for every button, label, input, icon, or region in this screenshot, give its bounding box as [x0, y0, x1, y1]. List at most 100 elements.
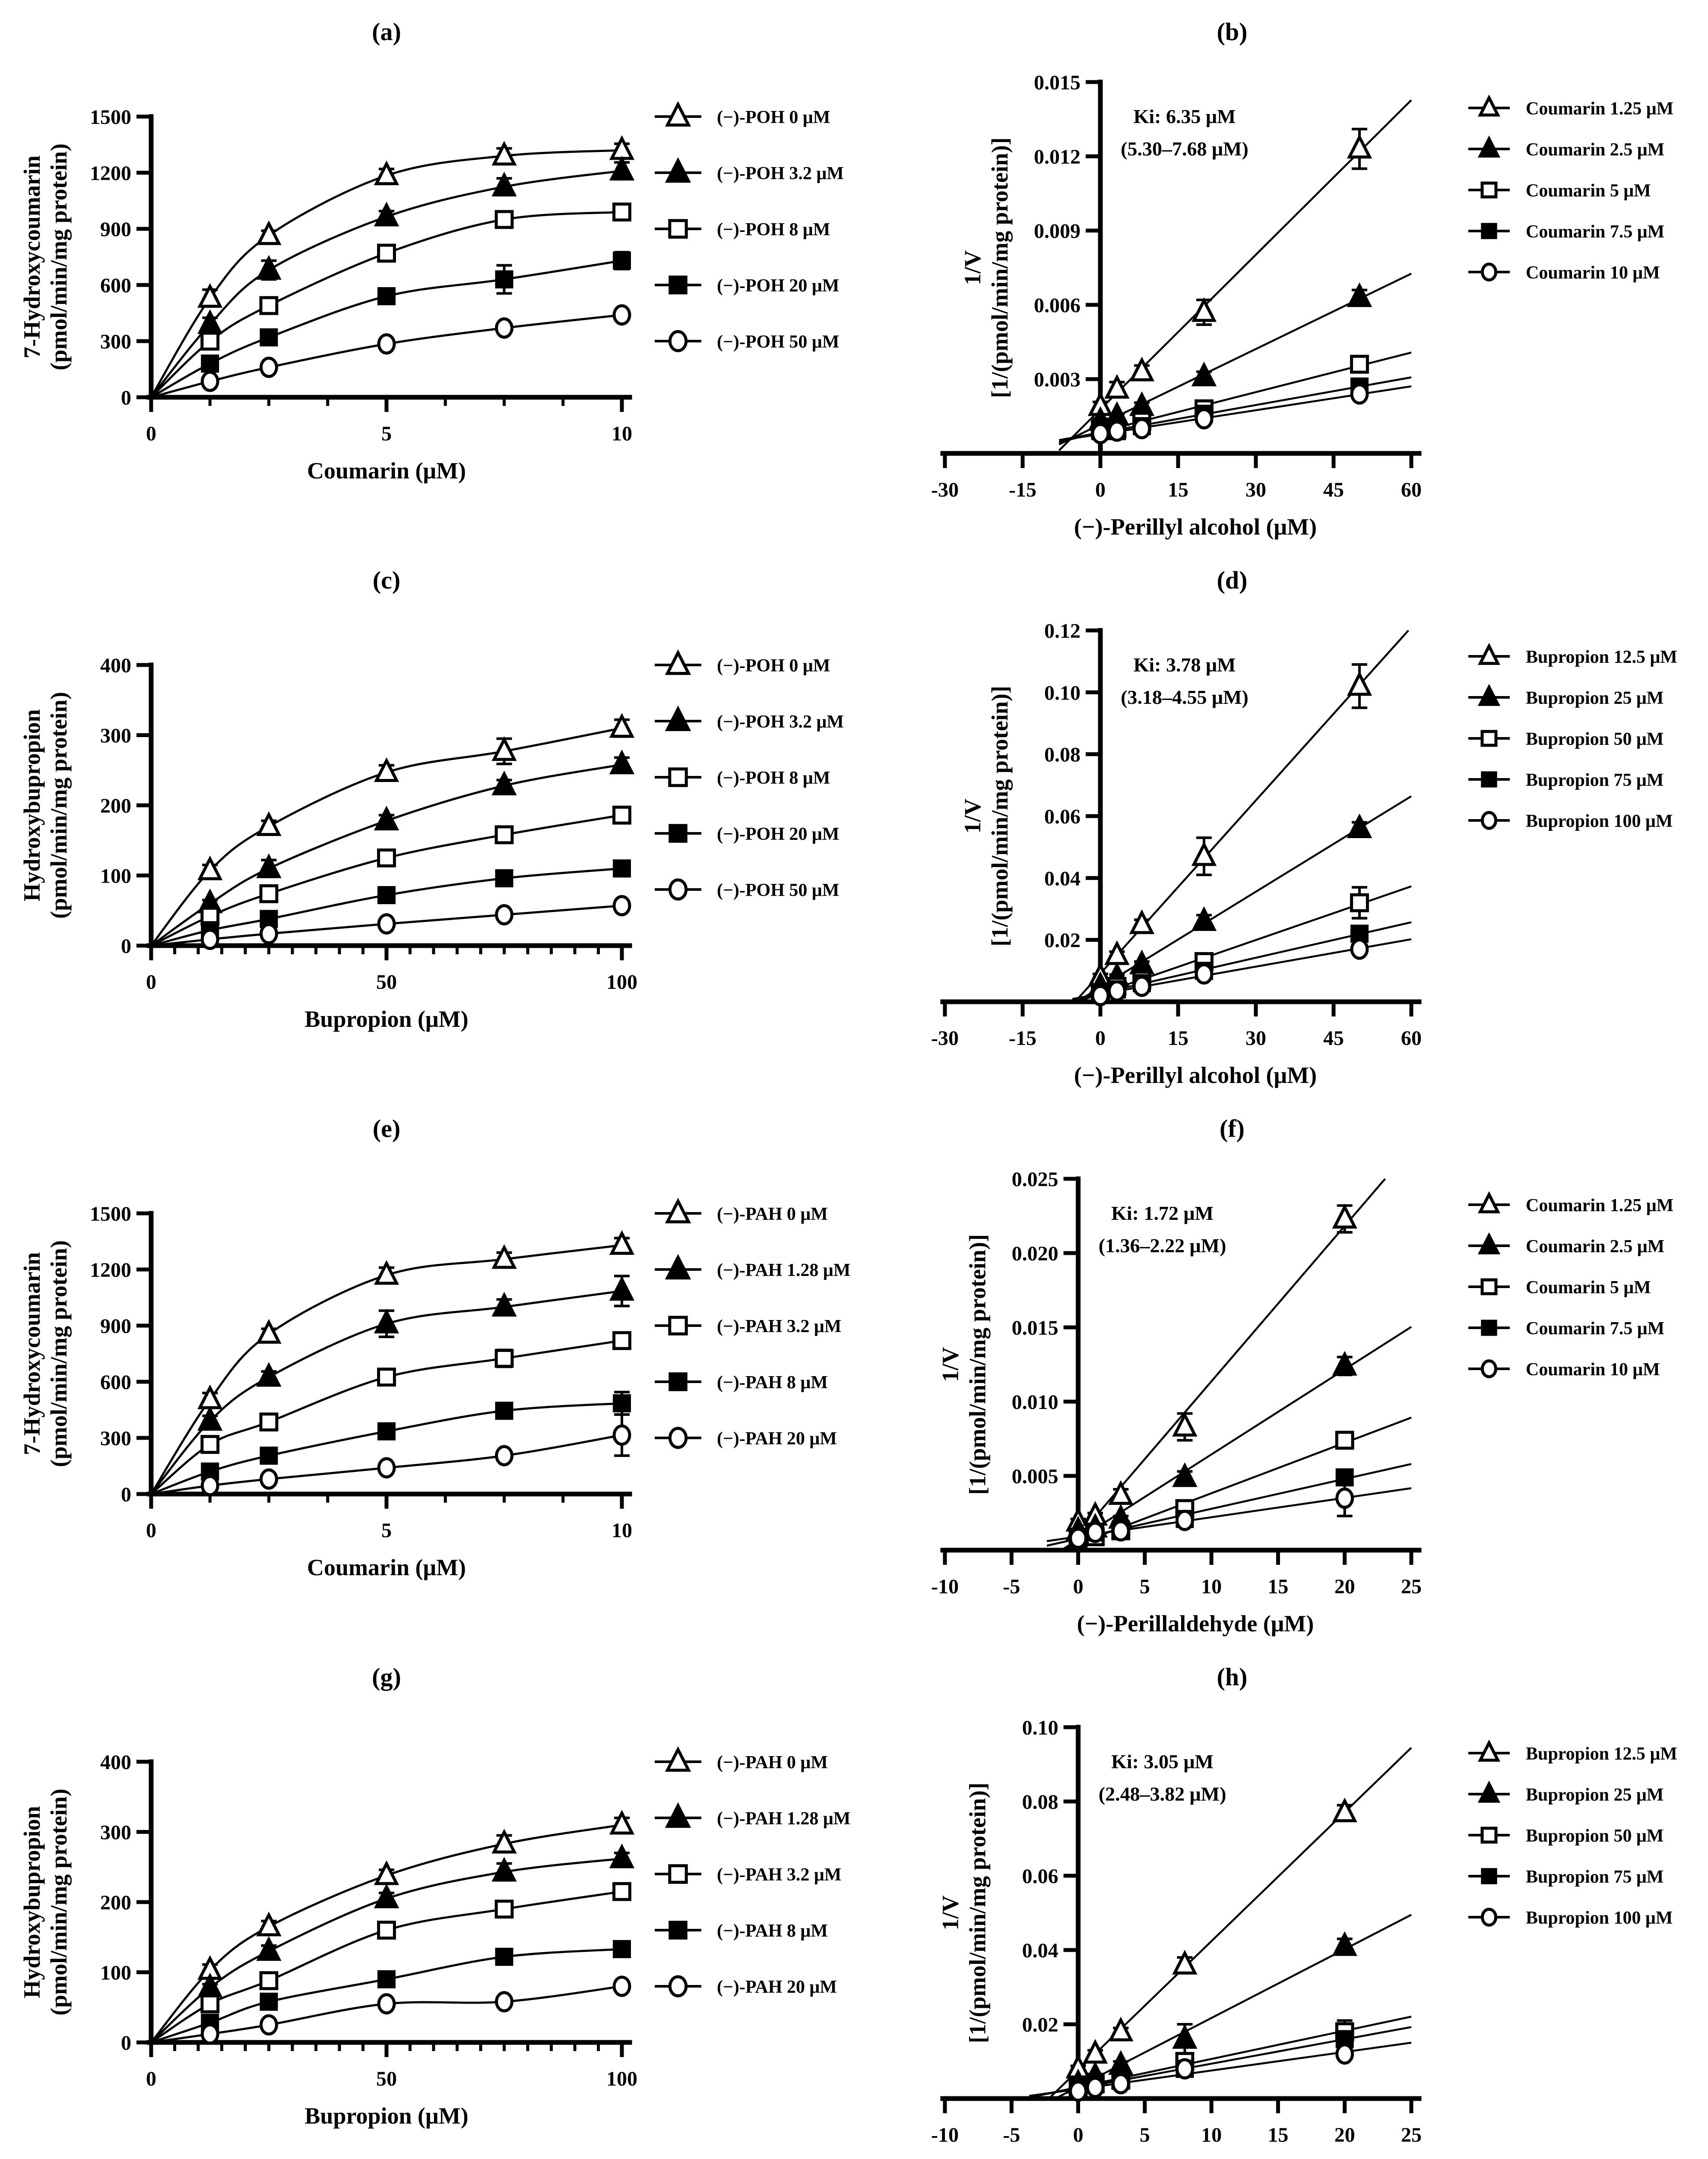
legend-label: (−)-POH 3.2 μM [717, 164, 844, 184]
circle-open-marker-icon [1350, 383, 1369, 405]
legend-item-bupropion-75-m: Bupropion 75 μM [1468, 1867, 1664, 1887]
square-open-marker-icon [200, 332, 220, 351]
svg-text:0: 0 [146, 971, 156, 994]
svg-text:0: 0 [146, 1519, 156, 1542]
axes: 0 100 200 300 400 0 50 100 [100, 654, 637, 994]
axis-labels: (−)-Perillyl alcohol (μM) 1/V [1/(pmol/min… [960, 137, 1317, 540]
square-filled-marker-icon [613, 859, 631, 878]
triangle-filled-marker-icon [197, 1406, 223, 1431]
legend-label: (−)-POH 0 μM [717, 656, 830, 676]
square-filled-marker-icon [260, 1992, 278, 2011]
triangle-filled-marker-icon [1332, 1351, 1357, 1376]
legend-label: (−)-POH 8 μM [717, 220, 830, 240]
legend-label: Coumarin 5 μM [1526, 181, 1651, 201]
triangle-open-marker-icon [256, 220, 282, 245]
svg-text:1/V: 1/V [938, 1347, 963, 1382]
series-poh-0-m [150, 135, 635, 398]
triangle-filled-marker-icon [665, 157, 691, 183]
triangle-open-marker-icon [1191, 841, 1217, 866]
panel-g-plot: 0 100 200 300 400 0 50 100 Bupropion (μM) Hydroxy… [19, 1746, 850, 2129]
svg-text:0.10: 0.10 [1044, 681, 1081, 704]
svg-text:(−)-Perillyl alcohol (μM): (−)-Perillyl alcohol (μM) [1074, 1062, 1317, 1088]
svg-text:0.08: 0.08 [1044, 744, 1081, 766]
svg-text:1/V: 1/V [960, 798, 986, 833]
legend: (−)-POH 0 μM (−)-POH 3.2 μM (−)-POH 8 μM (−… [655, 649, 844, 901]
circle-open-marker-icon [200, 928, 219, 950]
square-open-marker-icon [259, 1412, 279, 1432]
svg-text:400: 400 [100, 654, 131, 677]
svg-text:(pmol/min/mg protein): (pmol/min/mg protein) [46, 1240, 72, 1467]
legend-item-coumarin-10-m: Coumarin 10 μM [1468, 263, 1660, 283]
legend-label: (−)-PAH 1.28 μM [717, 1260, 850, 1280]
legend-item-bupropion-25-m: Bupropion 25 μM [1468, 684, 1664, 708]
svg-text:50: 50 [376, 971, 397, 994]
square-filled-marker-icon [260, 328, 278, 347]
svg-text:-15: -15 [1009, 1027, 1036, 1050]
triangle-filled-marker-icon [1172, 2024, 1198, 2049]
axis-labels: Bupropion (μM) Hydroxybupropion (pmol/min/… [19, 1789, 469, 2129]
svg-text:1/V: 1/V [960, 250, 986, 285]
panel-b-plot: 0.003 0.006 0.009 0.012 0.015 -30 -15 0 15 30 45 60… [931, 71, 1673, 540]
square-open-marker-icon [612, 1331, 631, 1350]
svg-text:Coumarin (μM): Coumarin (μM) [307, 1554, 466, 1580]
square-open-marker-icon [612, 805, 631, 825]
legend-label: (−)-PAH 8 μM [717, 1921, 828, 1941]
circle-open-marker-icon [612, 1975, 631, 1997]
svg-text:100: 100 [100, 865, 131, 888]
svg-text:15: 15 [1168, 478, 1188, 501]
circle-open-marker-icon [1335, 1487, 1354, 1509]
svg-text:-15: -15 [1009, 478, 1036, 501]
svg-text:200: 200 [100, 795, 131, 817]
legend-label: (−)-POH 3.2 μM [717, 712, 844, 732]
square-open-marker-icon [1480, 181, 1498, 199]
legend-item-poh-3.2-m: (−)-POH 3.2 μM [655, 705, 844, 732]
legend-item-poh-0-m: (−)-POH 0 μM [655, 649, 830, 676]
legend-label: Bupropion 12.5 μM [1526, 647, 1677, 667]
triangle-open-marker-icon [609, 713, 635, 738]
square-open-marker-icon [200, 1994, 220, 2013]
triangle-open-marker-icon [1332, 1204, 1357, 1229]
svg-text:100: 100 [606, 971, 637, 994]
legend-label: Bupropion 50 μM [1526, 729, 1664, 749]
triangle-open-marker-icon [491, 141, 517, 166]
axis-labels: (−)-Perillaldehyde (μM)1/V[1/(pmol/min/m… [938, 1782, 991, 2043]
svg-text:0: 0 [1073, 2124, 1084, 2146]
circle-open-marker-icon [1086, 2077, 1105, 2098]
svg-text:1200: 1200 [90, 1259, 131, 1282]
svg-text:1500: 1500 [90, 106, 131, 129]
svg-text:(−)-Perillaldehyde (μM): (−)-Perillaldehyde (μM) [1077, 1611, 1314, 1637]
circle-open-marker-icon [1335, 2043, 1354, 2065]
svg-text:15: 15 [1168, 1027, 1188, 1050]
svg-text:0.025: 0.025 [1012, 1168, 1058, 1191]
triangle-filled-marker-icon [1477, 1780, 1501, 1803]
circle-open-marker-icon [260, 2014, 278, 2036]
triangle-filled-marker-icon [1477, 1232, 1501, 1254]
svg-text:0: 0 [1095, 478, 1106, 501]
legend-item-coumarin-5-m: Coumarin 5 μM [1468, 1278, 1651, 1298]
legend-item-pah-1.28-m: (−)-PAH 1.28 μM [655, 1254, 850, 1280]
legend-item-bupropion-75-m: Bupropion 75 μM [1468, 770, 1664, 790]
panel-title-d: (d) [1217, 566, 1248, 594]
square-filled-marker-icon [495, 869, 513, 887]
legend-item-bupropion-25-m: Bupropion 25 μM [1468, 1780, 1664, 1805]
triangle-filled-marker-icon [491, 171, 517, 196]
series-pah-8-m [151, 1390, 631, 1495]
panel-title-e: (e) [372, 1114, 401, 1143]
legend-label: (−)-POH 0 μM [717, 108, 830, 127]
circle-open-marker-icon [1111, 1520, 1130, 1542]
square-filled-marker-icon [201, 1463, 219, 1481]
svg-text:20: 20 [1334, 1575, 1355, 1598]
svg-text:10: 10 [612, 422, 632, 445]
svg-text:60: 60 [1401, 478, 1422, 501]
square-filled-marker-icon [669, 275, 688, 294]
panel-f-plot: 0.005 0.010 0.015 0.020 0.025 -10 -5 0 5 10 15 20 25… [931, 1168, 1673, 1637]
square-filled-marker-icon [1481, 771, 1497, 788]
circle-open-marker-icon [377, 1457, 396, 1478]
square-filled-marker-icon [260, 1447, 278, 1465]
legend-item-poh-20-m: (−)-POH 20 μM [655, 275, 839, 296]
svg-text:Hydroxybupropion: Hydroxybupropion [19, 1806, 45, 1998]
legend-item-bupropion-12.5-m: Bupropion 12.5 μM [1468, 643, 1677, 667]
legend-label: Coumarin 1.25 μM [1526, 1196, 1673, 1216]
legend-label: Coumarin 7.5 μM [1526, 1319, 1664, 1339]
triangle-filled-marker-icon [1129, 391, 1155, 416]
